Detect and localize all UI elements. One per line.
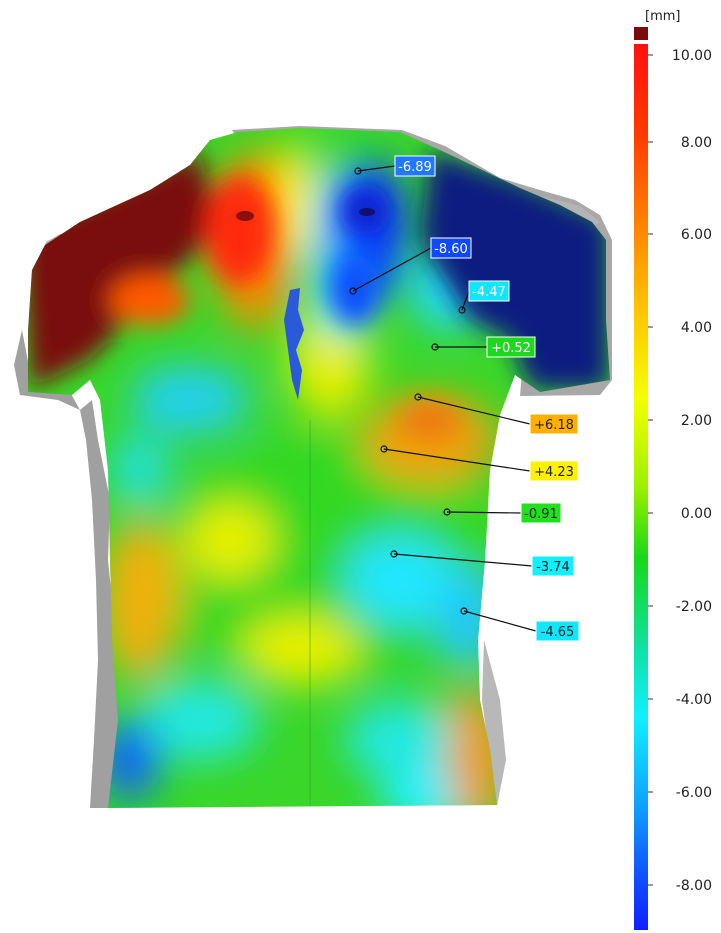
annotation-label-box[interactable] (529, 413, 579, 435)
annotation-label-box[interactable] (529, 460, 579, 482)
annotation-layer: -6.89 -8.60 -4.47 +0.52 +6.18 +4.23 -0.91 -3.74… (349, 155, 580, 642)
annotation-point[interactable] (414, 393, 422, 401)
color-scale: [mm] 10.00 8.00 6.00 4.00 2.00 0.00 -2.00 -4.00… (634, 9, 712, 930)
colorbar-tick-label: 10.00 (672, 48, 712, 64)
annotation-leader-line (357, 165, 396, 172)
annotation-label-box[interactable] (535, 620, 580, 642)
colorbar-tick-label: 8.00 (681, 135, 712, 151)
annotation-value-label: +6.18 (534, 418, 574, 433)
annotation-point[interactable] (458, 306, 466, 314)
annotation-label-box[interactable] (520, 502, 562, 524)
annotation-leader-line (352, 247, 432, 292)
measurement-annotation[interactable]: +6.18 (414, 393, 579, 435)
annotation-leader-line (463, 610, 537, 632)
measurement-annotation[interactable]: -4.47 (458, 280, 510, 314)
measurement-annotation[interactable]: -3.74 (390, 550, 575, 577)
colorbar-tick-label: 2.00 (681, 413, 712, 429)
annotation-point[interactable] (390, 550, 398, 558)
annotation-value-label: -4.65 (541, 625, 575, 640)
annotation-leader-line (383, 448, 531, 472)
annotation-leader-line (446, 511, 522, 514)
annotation-point[interactable] (431, 343, 439, 351)
annotation-point[interactable] (460, 607, 468, 615)
colorbar-unit: [mm] (645, 9, 680, 24)
annotation-point[interactable] (443, 508, 451, 516)
colorbar-gradient (634, 44, 648, 930)
annotation-label-box[interactable] (394, 155, 436, 177)
annotation-point[interactable] (380, 445, 388, 453)
annotation-leader-line (393, 553, 533, 567)
annotation-label-box[interactable] (430, 237, 472, 259)
colorbar-tick-label: -8.00 (676, 878, 712, 894)
annotation-point[interactable] (349, 287, 357, 295)
measurement-annotation[interactable]: -8.60 (349, 237, 472, 295)
annotation-value-label: +0.52 (491, 341, 531, 356)
colorbar-tick-label: -6.00 (676, 785, 712, 801)
annotation-value-label: -4.47 (472, 285, 506, 300)
annotation-value-label: -8.60 (434, 242, 468, 257)
colorbar-ticks: 10.00 8.00 6.00 4.00 2.00 0.00 -2.00 -4.00 -6.00… (648, 48, 712, 894)
annotation-leader-line (417, 396, 531, 425)
annotation-value-label: +4.23 (534, 465, 574, 480)
annotation-label-box[interactable] (531, 555, 575, 577)
measurement-annotation[interactable]: +0.52 (431, 336, 536, 358)
annotation-label-box[interactable] (486, 336, 536, 358)
measurement-annotation[interactable]: -4.65 (460, 607, 580, 642)
colorbar-tick-label: -2.00 (676, 599, 712, 615)
measurement-annotation[interactable]: +4.23 (380, 445, 579, 482)
annotation-value-label: -0.91 (524, 507, 558, 522)
annotation-point[interactable] (354, 167, 362, 175)
colorbar-tick-label: -4.00 (676, 692, 712, 708)
annotation-value-label: -6.89 (398, 160, 432, 175)
colorbar-tick-label: 0.00 (681, 506, 712, 522)
annotation-label-box[interactable] (468, 280, 510, 302)
colorbar-tick-label: 4.00 (681, 320, 712, 336)
colorbar-tick-label: 6.00 (681, 227, 712, 243)
annotation-value-label: -3.74 (536, 560, 570, 575)
colorbar-overflow-swatch (634, 27, 648, 40)
measurement-annotation[interactable]: -0.91 (443, 502, 562, 524)
measurement-annotation[interactable]: -6.89 (354, 155, 436, 177)
